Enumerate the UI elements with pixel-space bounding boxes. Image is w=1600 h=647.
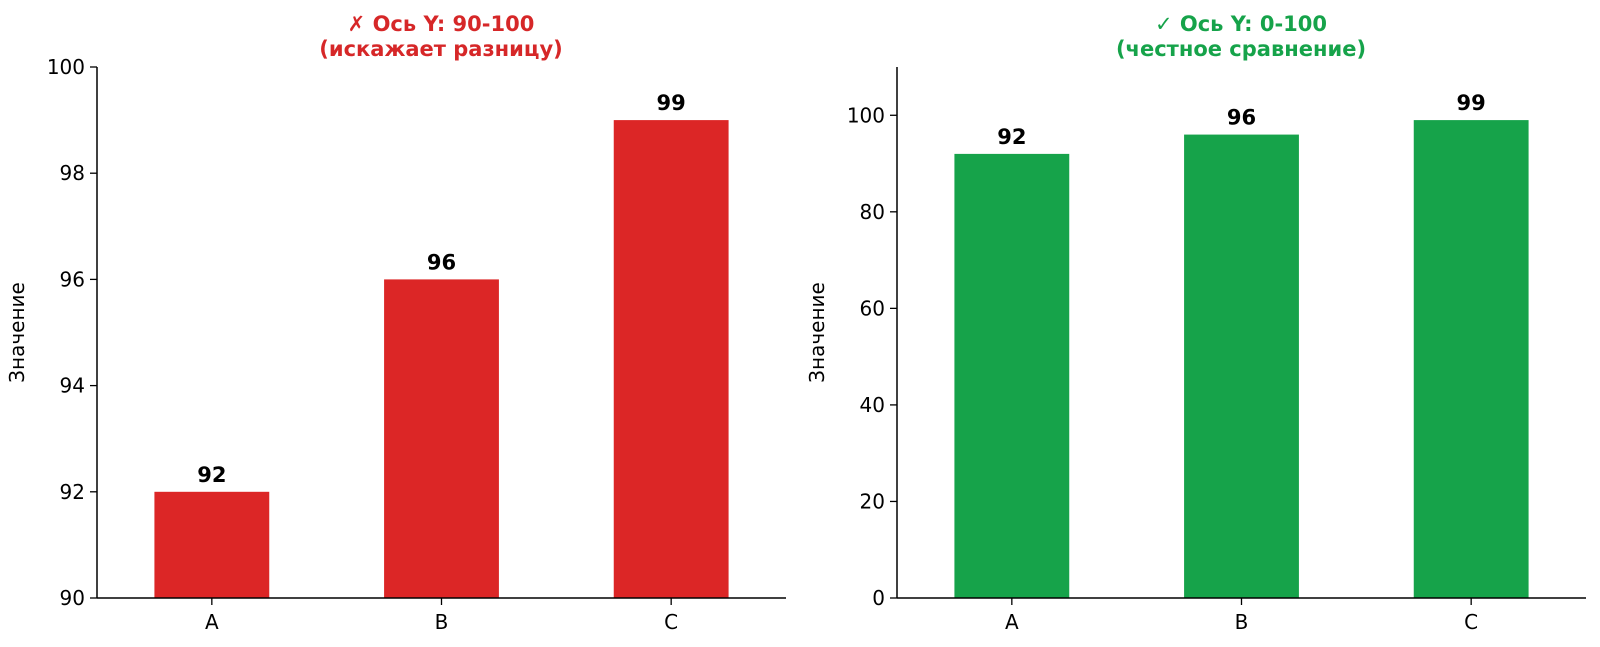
y-tick-label: 94 — [60, 374, 85, 398]
y-tick-label: 100 — [47, 55, 85, 79]
bar-a — [154, 491, 270, 598]
y-tick-label: 60 — [860, 296, 885, 320]
chart-subtitle: (искажает разницу) — [319, 37, 562, 61]
bar-b — [384, 279, 499, 598]
x-tick-label: C — [1464, 610, 1478, 634]
y-axis-label: Значение — [5, 282, 29, 383]
bar-b — [1184, 134, 1299, 598]
data-label: 99 — [657, 91, 686, 115]
bar-a — [954, 153, 1070, 598]
bar-c — [613, 120, 729, 598]
x-tick-label: B — [1235, 610, 1249, 634]
y-tick-label: 20 — [860, 489, 885, 513]
y-tick-label: 0 — [872, 586, 885, 610]
data-label: 99 — [1457, 91, 1486, 115]
chart-subtitle: (честное сравнение) — [1116, 37, 1366, 61]
x-tick-label: A — [1005, 610, 1019, 634]
x-tick-label: B — [435, 610, 449, 634]
data-label: 92 — [997, 125, 1026, 149]
y-tick-label: 96 — [60, 267, 85, 291]
chart-title: ✓ Ось Y: 0-100 — [1155, 12, 1327, 36]
data-label: 96 — [1227, 106, 1256, 130]
y-tick-label: 92 — [60, 480, 85, 504]
x-tick-label: C — [664, 610, 678, 634]
y-tick-label: 100 — [847, 103, 885, 127]
y-tick-label: 90 — [60, 586, 85, 610]
data-label: 96 — [427, 250, 456, 274]
y-tick-label: 98 — [60, 161, 85, 185]
x-tick-label: A — [205, 610, 219, 634]
data-label: 92 — [197, 463, 226, 487]
bar-c — [1413, 120, 1529, 598]
chart-title: ✗ Ось Y: 90-100 — [348, 12, 535, 36]
y-axis-label: Значение — [805, 282, 829, 383]
y-tick-label: 80 — [860, 200, 885, 224]
y-tick-label: 40 — [860, 393, 885, 417]
